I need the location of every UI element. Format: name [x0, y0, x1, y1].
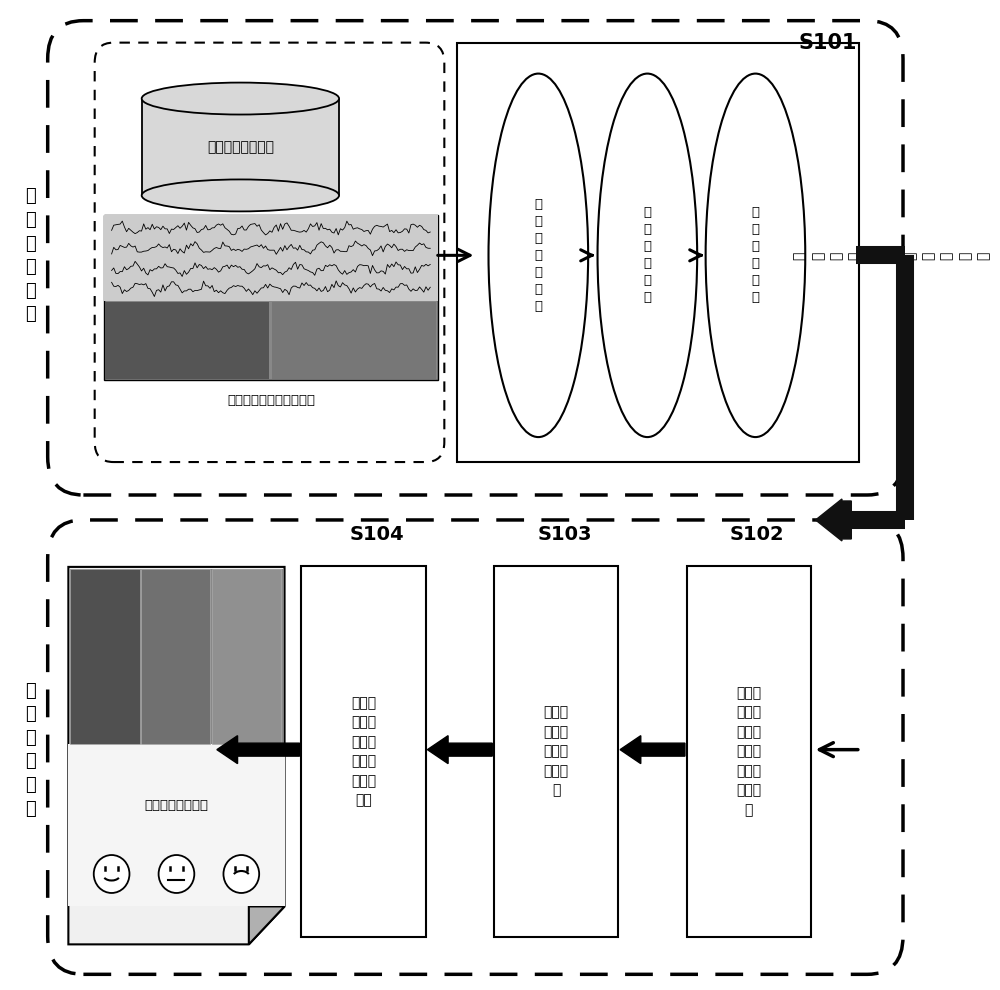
Circle shape — [223, 855, 259, 893]
Text: S103: S103 — [537, 526, 592, 545]
FancyArrow shape — [816, 499, 851, 541]
Polygon shape — [68, 567, 285, 944]
FancyBboxPatch shape — [141, 569, 210, 744]
FancyBboxPatch shape — [457, 43, 859, 462]
FancyBboxPatch shape — [68, 744, 285, 907]
Text: 脑电情感识别结果: 脑电情感识别结果 — [144, 799, 208, 813]
Ellipse shape — [706, 73, 805, 437]
Polygon shape — [249, 907, 285, 944]
Text: 情感诱发与脑电信号采集: 情感诱发与脑电信号采集 — [227, 394, 315, 407]
Text: S101: S101 — [799, 33, 857, 52]
Text: 情
感
脑
电
数
据
的
分
析
处
理: 情 感 脑 电 数 据 的 分 析 处 理 — [793, 251, 991, 259]
FancyBboxPatch shape — [142, 99, 339, 195]
Text: 脑
电
特
征
提
取: 脑 电 特 征 提 取 — [643, 206, 651, 304]
Text: S104: S104 — [349, 526, 404, 545]
Circle shape — [159, 855, 194, 893]
FancyBboxPatch shape — [301, 566, 426, 938]
Ellipse shape — [598, 73, 697, 437]
FancyBboxPatch shape — [272, 302, 436, 379]
FancyArrow shape — [217, 736, 300, 763]
Text: 基于通
道划分
和特征
选择集
成生成
基分类
器: 基于通 道划分 和特征 选择集 成生成 基分类 器 — [736, 686, 761, 817]
Text: 脑
电
处
理
过
程: 脑 电 处 理 过 程 — [25, 187, 36, 324]
Text: 脑
电
通
道
选
择: 脑 电 通 道 选 择 — [751, 206, 759, 304]
FancyBboxPatch shape — [104, 216, 438, 301]
Ellipse shape — [489, 73, 588, 437]
FancyArrow shape — [620, 736, 685, 763]
Text: 基于加
权投票
法构建
多分类
器融合
模型: 基于加 权投票 法构建 多分类 器融合 模型 — [351, 696, 376, 808]
FancyBboxPatch shape — [105, 302, 269, 379]
Text: 脑
电
数
据
预
处
理: 脑 电 数 据 预 处 理 — [534, 198, 542, 313]
Circle shape — [94, 855, 129, 893]
FancyBboxPatch shape — [70, 569, 283, 744]
FancyBboxPatch shape — [104, 216, 438, 380]
FancyArrow shape — [427, 736, 492, 763]
Text: 原始情感脑电数据: 原始情感脑电数据 — [207, 140, 274, 154]
FancyBboxPatch shape — [70, 569, 140, 744]
FancyBboxPatch shape — [687, 566, 811, 938]
Text: 基于评
估准则
选择最
优分类
器: 基于评 估准则 选择最 优分类 器 — [544, 706, 569, 798]
Ellipse shape — [142, 82, 339, 115]
Text: S102: S102 — [730, 526, 785, 545]
FancyBboxPatch shape — [212, 569, 281, 744]
FancyBboxPatch shape — [494, 566, 618, 938]
Ellipse shape — [142, 179, 339, 212]
Text: 情
感
识
别
过
程: 情 感 识 别 过 程 — [25, 682, 36, 818]
